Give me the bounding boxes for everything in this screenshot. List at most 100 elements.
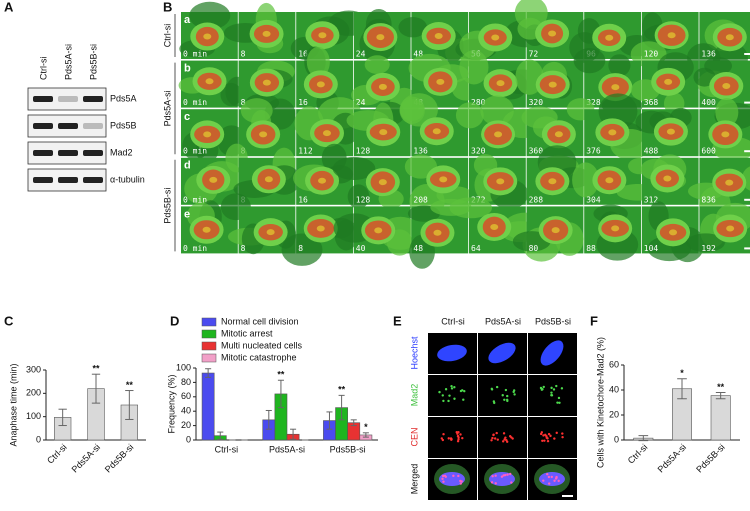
mad2-dot <box>504 388 508 392</box>
scale-bar <box>744 247 750 250</box>
frame <box>223 2 296 59</box>
chromatin <box>376 34 385 41</box>
merged-dot <box>555 477 558 480</box>
time-label: 600 <box>701 147 716 156</box>
chromatin <box>209 176 218 183</box>
dna <box>488 342 516 364</box>
chromatin <box>259 131 268 138</box>
y-tick-label: 100 <box>176 362 191 372</box>
time-label: 836 <box>701 195 716 204</box>
chromatin <box>611 84 620 91</box>
time-label: 88 <box>586 244 596 253</box>
time-label: 24 <box>356 50 366 59</box>
y-axis-label: Anaphase time (min) <box>8 363 18 446</box>
merged-dot <box>550 475 553 479</box>
merged-dot <box>553 479 556 482</box>
time-label: 400 <box>701 98 716 107</box>
column-label: Pds5A-si <box>485 316 521 326</box>
lane-label: Pds5A-si <box>63 44 73 80</box>
legend-label: Mitotic catastrophe <box>221 352 297 362</box>
chromatin <box>203 131 212 138</box>
chromatin <box>548 81 557 88</box>
merged-dot <box>444 475 448 478</box>
row-letter: a <box>184 14 191 26</box>
error-bar <box>350 419 357 427</box>
x-tick-label: Pds5A-si <box>656 442 689 475</box>
y-axis-label: Frequency (%) <box>166 374 176 433</box>
legend-label: Normal cell division <box>221 316 299 326</box>
cell-bg <box>715 97 739 127</box>
chromatin <box>318 177 327 184</box>
cen-dot <box>492 433 495 437</box>
frame <box>332 156 411 209</box>
mad2-dot <box>463 389 466 393</box>
frame <box>693 56 750 108</box>
frame <box>233 147 301 205</box>
time-label: 376 <box>586 147 601 156</box>
chromatin <box>548 30 557 37</box>
cen-dot <box>457 436 460 439</box>
chromatin <box>605 177 614 184</box>
row-letter: e <box>184 208 190 220</box>
mad2-dot <box>453 386 456 389</box>
chromatin <box>605 34 614 41</box>
cen-dot <box>540 431 544 434</box>
time-label: 8 <box>298 244 303 253</box>
cell-bg <box>240 98 273 123</box>
chromatin <box>266 229 275 236</box>
mad2-dot <box>447 399 450 403</box>
cell-bg <box>281 233 323 266</box>
frame <box>181 109 246 163</box>
frame <box>178 60 250 108</box>
merged-dot <box>457 474 460 478</box>
time-label: 192 <box>701 244 716 253</box>
blot-band <box>33 150 53 156</box>
row-letter: b <box>184 63 191 75</box>
legend-label: Mitotic arrest <box>221 328 273 338</box>
x-tick-label: Pds5B-si <box>694 442 727 475</box>
cen-dot <box>545 434 548 438</box>
chromatin <box>316 81 325 88</box>
channel-label: Merged <box>409 464 419 495</box>
merged-dot <box>442 480 445 483</box>
lane-label: Pds5B-si <box>88 44 98 80</box>
chromatin <box>667 32 676 39</box>
merged-dot <box>459 479 462 483</box>
blot-band <box>33 177 53 183</box>
group-label: Pds5B-si <box>162 188 172 224</box>
cen-dot <box>553 437 556 440</box>
chromatin <box>378 83 387 90</box>
time-label: 48 <box>413 244 423 253</box>
x-tick-label: Ctrl-si <box>626 442 650 466</box>
scale-bar <box>562 495 573 497</box>
scale-bar <box>744 101 750 104</box>
error-bar <box>677 378 687 400</box>
chromatin <box>551 227 560 234</box>
cen-dot <box>496 438 499 441</box>
time-label: 136 <box>701 50 716 59</box>
cen-dot <box>547 432 551 436</box>
mad2-dot <box>444 388 448 391</box>
chromatin <box>494 131 503 138</box>
merged-dot <box>547 482 551 485</box>
cen-dot <box>541 439 544 442</box>
chromatin <box>491 34 500 41</box>
cen-dot <box>543 439 546 442</box>
cen-dot <box>501 440 505 443</box>
chromatin <box>322 130 331 137</box>
row-letter: d <box>184 160 191 172</box>
time-label: 8 <box>241 98 246 107</box>
time-label: 72 <box>529 50 539 59</box>
chromatin <box>205 78 214 85</box>
time-label: 104 <box>644 244 659 253</box>
frame <box>512 206 584 262</box>
chromatin <box>316 225 325 232</box>
frame <box>181 193 251 254</box>
x-tick-label: Ctrl-si <box>215 444 239 454</box>
frame <box>686 202 750 254</box>
y-tick-label: 80 <box>181 377 191 387</box>
frame <box>699 97 750 161</box>
x-tick-label: Pds5B-si <box>330 444 366 454</box>
stain-image <box>428 417 477 458</box>
